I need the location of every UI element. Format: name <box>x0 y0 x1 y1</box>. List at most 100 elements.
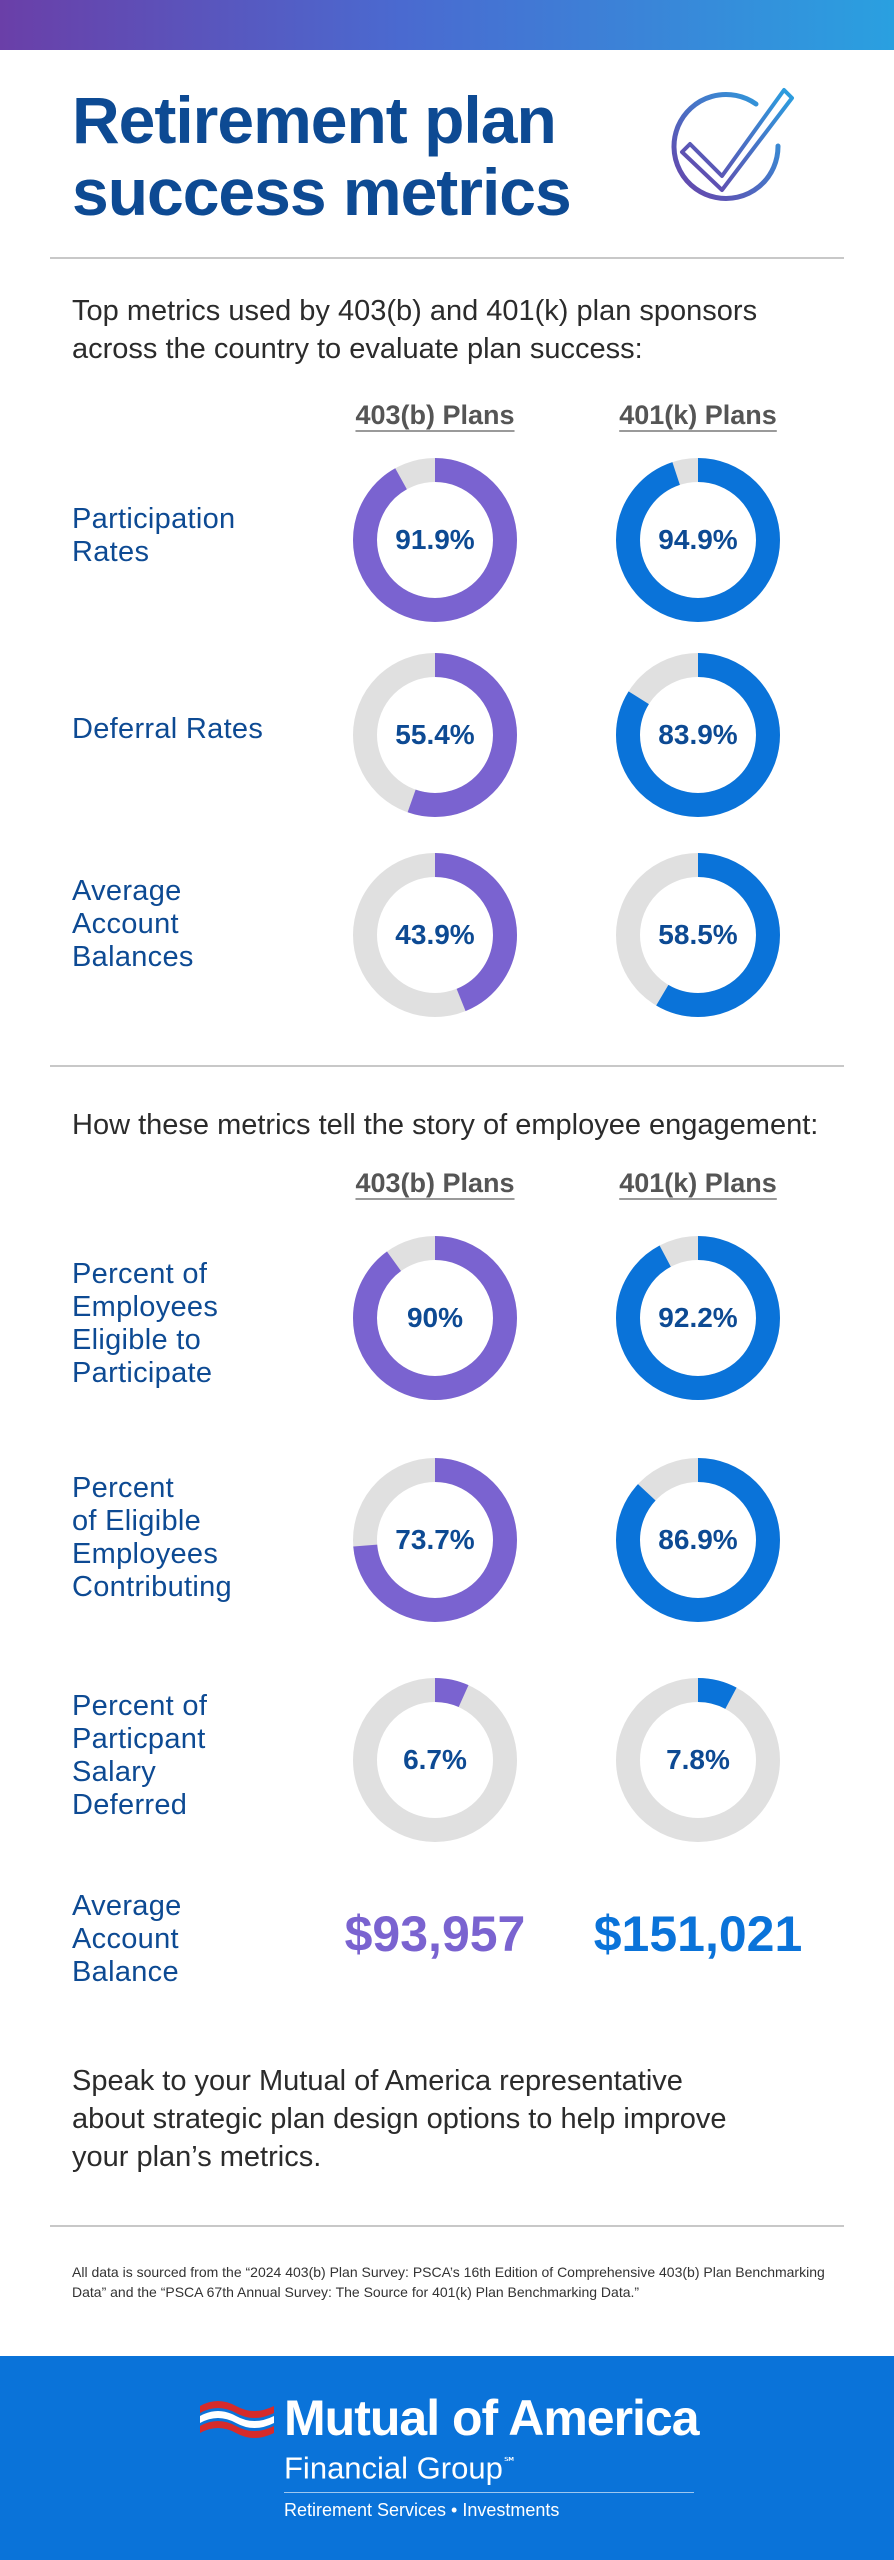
donut-slice <box>616 653 780 817</box>
metric-label: Percent of Particpant Salary Deferred <box>72 1690 312 1822</box>
section2-intro: How these metrics tell the story of empl… <box>72 1109 819 1141</box>
top-gradient-bar <box>0 0 894 50</box>
donut-value-label: 92.2% <box>658 1302 738 1333</box>
metric-label-line: Contributing <box>72 1571 232 1603</box>
donut-slice <box>353 1236 517 1400</box>
metric-label-line: of Eligible <box>72 1505 202 1537</box>
cta-line: your plan’s metrics. <box>72 2141 322 2173</box>
metric-label-line: Participate <box>72 1357 213 1389</box>
metric-label-line: Salary <box>72 1756 156 1788</box>
col-head-403b: 403(b) Plans <box>355 1168 515 1198</box>
metric-label-line: Percent <box>72 1472 175 1504</box>
donut-slice <box>353 1678 517 1842</box>
donut-svg <box>616 1458 780 1622</box>
donut-value-label: 73.7% <box>395 1524 475 1555</box>
donut-403b: 73.7% <box>350 1455 520 1625</box>
logo-tagline: Retirement Services • Investments <box>284 2500 560 2520</box>
donut-403b: 90% <box>350 1233 520 1403</box>
metric-label-line: Eligible to <box>72 1324 202 1356</box>
donut-slice <box>353 458 517 622</box>
metric-label-line: Balances <box>72 941 194 973</box>
donut-value-label: 55.4% <box>395 719 475 750</box>
donut-slice <box>616 458 780 622</box>
donut-403b: 55.4% <box>350 650 520 820</box>
page-title-line1: Retirement plan <box>72 83 557 157</box>
balance-value-403b: $93,957 <box>344 1906 526 1962</box>
metric-label: Average Account Balance <box>72 1890 312 1989</box>
donut-401k: 58.5% <box>613 850 783 1020</box>
metric-label-line: Average <box>72 875 182 907</box>
donut-value-label: 91.9% <box>395 524 475 555</box>
donut-value-label: 94.9% <box>658 524 738 555</box>
metric-label-line: Average <box>72 1890 182 1922</box>
col-head-403b: 403(b) Plans <box>355 400 515 430</box>
donut-svg <box>616 1678 780 1842</box>
metric-label-line: Participation <box>72 503 236 535</box>
logo-rule <box>284 2492 694 2493</box>
metric-label: Deferral Rates <box>72 713 312 746</box>
metric-label-line: Balance <box>72 1956 179 1988</box>
col-head-401k: 401(k) Plans <box>619 400 777 430</box>
donut-svg <box>616 653 780 817</box>
metric-label: Percent of Employees Eligible to Participat… <box>72 1258 312 1390</box>
donut-svg <box>353 458 517 622</box>
donut-slice <box>616 853 780 1017</box>
donut-svg <box>353 1458 517 1622</box>
donut-401k: 94.9% <box>613 455 783 625</box>
donut-value-label: 83.9% <box>658 719 738 750</box>
donut-slice <box>353 1458 517 1622</box>
balance-value-401k: $151,021 <box>593 1906 803 1962</box>
metric-label: Percent of Eligible Employees Contributing <box>72 1472 312 1604</box>
donut-slice <box>616 1236 780 1400</box>
metric-label-line: Account <box>72 908 179 940</box>
donut-value-label: 43.9% <box>395 919 475 950</box>
logo-subtitle-text: Financial Group <box>284 2450 503 2486</box>
metric-label: Average Account Balances <box>72 875 312 974</box>
cta-line: about strategic plan design options to h… <box>72 2103 727 2135</box>
logo-subtitle: Financial Group℠ <box>284 2444 517 2486</box>
metric-label-line: Employees <box>72 1538 219 1570</box>
metric-label-line: Percent of <box>72 1258 208 1290</box>
donut-svg <box>353 1678 517 1842</box>
checkmark-badge-icon <box>660 80 800 220</box>
metric-label-line: Employees <box>72 1291 219 1323</box>
logo-name: Mutual of America <box>284 2390 700 2446</box>
metric-label-line: Percent of <box>72 1690 208 1722</box>
service-mark: ℠ <box>502 2454 518 2470</box>
donut-svg <box>616 1236 780 1400</box>
donut-value-label: 7.8% <box>666 1744 730 1775</box>
donut-slice <box>353 653 517 817</box>
page-title-line2: success metrics <box>72 155 572 229</box>
page-title: Retirement plan success metrics <box>72 84 672 228</box>
donut-403b: 43.9% <box>350 850 520 1020</box>
donut-svg <box>353 853 517 1017</box>
donut-value-label: 58.5% <box>658 919 738 950</box>
divider <box>50 1065 844 1067</box>
metric-label-line: Particpant <box>72 1723 206 1755</box>
metric-label-line: Account <box>72 1923 179 1955</box>
donut-slice <box>353 853 517 1017</box>
section1-intro: Top metrics used by 403(b) and 401(k) pl… <box>72 295 758 365</box>
donut-svg <box>353 1236 517 1400</box>
divider <box>50 257 844 259</box>
donut-401k: 83.9% <box>613 650 783 820</box>
donut-401k: 7.8% <box>613 1675 783 1845</box>
divider <box>50 2225 844 2227</box>
donut-svg <box>353 653 517 817</box>
flag-logo-icon <box>198 2396 276 2444</box>
metric-label-line: Deferral Rates <box>72 713 264 745</box>
metric-label-line: Deferred <box>72 1789 188 1821</box>
donut-401k: 92.2% <box>613 1233 783 1403</box>
cta-text: Speak to your Mutual of America represen… <box>72 2062 812 2176</box>
cta-line: Speak to your Mutual of America represen… <box>72 2065 683 2097</box>
metric-label-line: Rates <box>72 536 150 568</box>
donut-403b: 6.7% <box>350 1675 520 1845</box>
donut-slice <box>616 1458 780 1622</box>
donut-value-label: 6.7% <box>403 1744 467 1775</box>
metric-label: Participation Rates <box>72 503 312 569</box>
donut-svg <box>616 853 780 1017</box>
source-footnote: All data is sourced from the “2024 403(b… <box>72 2264 825 2300</box>
donut-value-label: 86.9% <box>658 1524 738 1555</box>
footer: Mutual of America Financial Group℠ Retir… <box>0 2356 894 2560</box>
donut-svg <box>616 458 780 622</box>
